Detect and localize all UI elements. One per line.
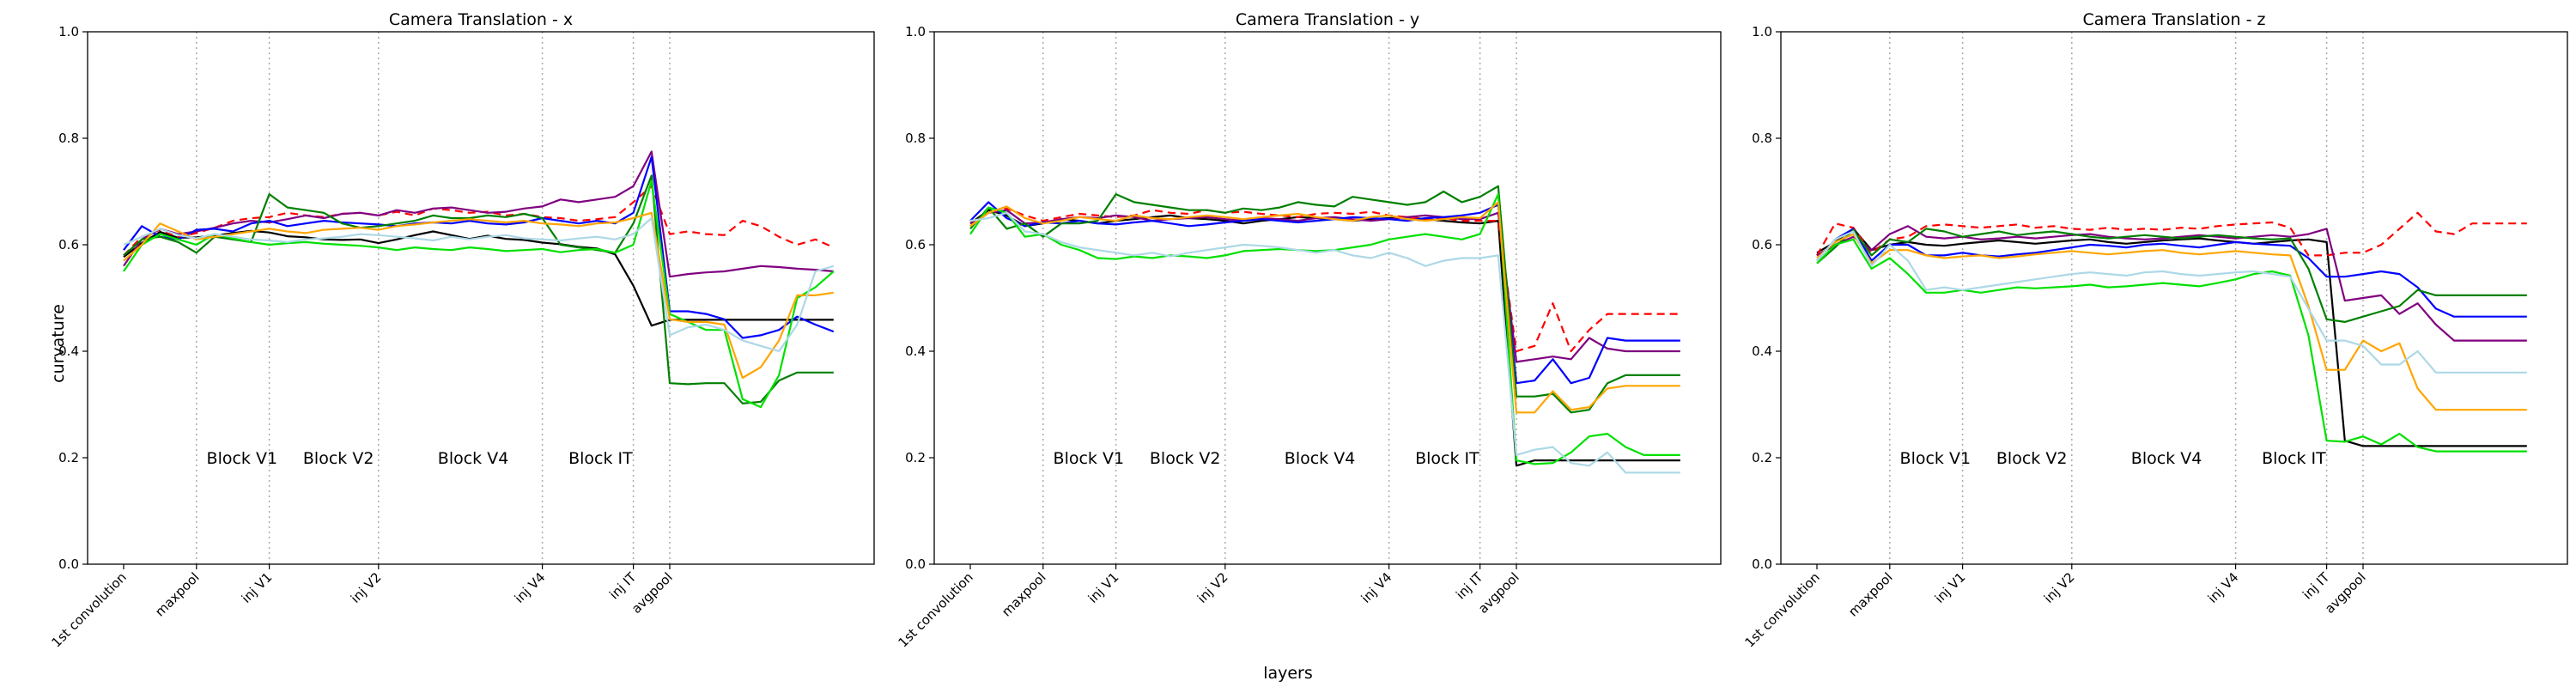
- y-tick-label: 0.2: [58, 450, 79, 465]
- block-label: Block IT: [2262, 449, 2326, 468]
- series-line-8: [123, 216, 835, 353]
- series-line-3: [123, 150, 834, 278]
- chart-panel-3: Camera Translation - z Block V1 Block V2 Bl…: [1741, 10, 2568, 650]
- y-tick-label: 0.4: [58, 344, 79, 359]
- series-line-6: [123, 179, 835, 409]
- block-label: Block V1: [1054, 449, 1125, 468]
- plot-area: [1780, 31, 2568, 565]
- series-line-5: [969, 185, 1680, 414]
- block-label: Block V2: [303, 449, 374, 468]
- block-label: Block V4: [2131, 449, 2202, 468]
- series-line-1: [1816, 228, 2527, 447]
- series-line-8: [1816, 230, 2527, 374]
- series-line-7: [1816, 233, 2527, 411]
- y-tick-label: 0.8: [905, 131, 926, 146]
- x-tick-label: inj IT: [606, 569, 640, 603]
- block-label: Block V2: [1996, 449, 2068, 468]
- y-tick-label: 0.4: [1752, 344, 1772, 359]
- x-tick-label: inj V1: [239, 569, 276, 606]
- x-tick-label: inj V4: [512, 569, 549, 606]
- y-tick-label: 0.0: [1752, 556, 1772, 572]
- y-tick-label: 1.0: [905, 24, 926, 40]
- block-label: Block V4: [1285, 449, 1356, 468]
- x-tick-label: maxpool: [1845, 569, 1896, 620]
- block-label: Block IT: [1415, 449, 1479, 468]
- x-tick-label: avgpool: [1475, 569, 1522, 617]
- chart-title: Camera Translation - y: [1236, 10, 1419, 29]
- x-tick-label: avgpool: [2322, 569, 2369, 617]
- y-tick-label: 0.8: [1752, 131, 1772, 146]
- x-tick-label: inj V2: [2041, 569, 2078, 606]
- x-tick-label: 1st convolution: [895, 569, 975, 650]
- series-line-7: [969, 201, 1680, 414]
- panels: Camera Translation - x Block V1 Block V2 Bl…: [48, 10, 2568, 650]
- series-line-2: [123, 185, 835, 257]
- block-label: Block V4: [438, 449, 509, 468]
- x-tick-label: maxpool: [999, 569, 1049, 620]
- x-tick-label: 1st convolution: [1741, 569, 1822, 650]
- series-line-7: [123, 211, 834, 380]
- y-tick-label: 1.0: [1752, 24, 1772, 40]
- x-tick-label: inj IT: [2300, 569, 2333, 603]
- x-tick-label: inj IT: [1453, 569, 1486, 603]
- x-tick-label: inj V2: [1194, 569, 1231, 606]
- x-tick-label: inj V2: [348, 569, 385, 606]
- figure-ylabel: curvature: [49, 304, 68, 383]
- y-tick-label: 0.2: [1752, 450, 1772, 465]
- series-line-8: [969, 211, 1680, 474]
- y-tick-label: 0.6: [905, 237, 926, 252]
- chart-panel-1: Camera Translation - x Block V1 Block V2 Bl…: [48, 10, 875, 650]
- chart-title: Camera Translation - z: [2082, 10, 2265, 29]
- x-tick-label: maxpool: [152, 569, 203, 620]
- chart-title: Camera Translation - x: [389, 10, 573, 29]
- chart-panel-2: Camera Translation - y Block V1 Block V2 Bl…: [895, 10, 1722, 650]
- x-tick-label: inj V1: [1085, 569, 1122, 606]
- x-tick-label: inj V4: [2205, 569, 2242, 606]
- block-label: Block V2: [1150, 449, 1221, 468]
- series-line-5: [123, 174, 834, 404]
- series-line-5: [1816, 228, 2527, 323]
- x-tick-label: 1st convolution: [48, 569, 129, 650]
- series-line-2: [969, 207, 1680, 353]
- figure-xlabel: layers: [1263, 664, 1313, 683]
- block-label: Block V1: [1900, 449, 1971, 468]
- series-line-4: [123, 155, 835, 339]
- series-line-6: [969, 193, 1680, 465]
- series-line-6: [1816, 238, 2527, 453]
- x-tick-label: avgpool: [629, 569, 676, 617]
- y-tick-label: 1.0: [58, 24, 79, 40]
- block-label: Block IT: [568, 449, 633, 468]
- y-tick-label: 0.6: [1752, 237, 1772, 252]
- series-line-4: [1816, 228, 2527, 318]
- y-tick-label: 0.2: [905, 450, 926, 465]
- plot-area: [87, 31, 875, 565]
- series-line-2: [1816, 211, 2527, 257]
- series-line-3: [969, 209, 1680, 363]
- plot-area: [933, 31, 1722, 565]
- y-tick-label: 0.0: [58, 556, 79, 572]
- block-label: Block V1: [207, 449, 278, 468]
- x-tick-label: inj V1: [1932, 569, 1969, 606]
- x-tick-label: inj V4: [1358, 569, 1395, 606]
- y-tick-label: 0.6: [58, 237, 79, 252]
- y-tick-label: 0.8: [58, 131, 79, 146]
- y-tick-label: 0.4: [905, 344, 926, 359]
- series-line-1: [123, 229, 834, 327]
- y-tick-label: 0.0: [905, 556, 926, 572]
